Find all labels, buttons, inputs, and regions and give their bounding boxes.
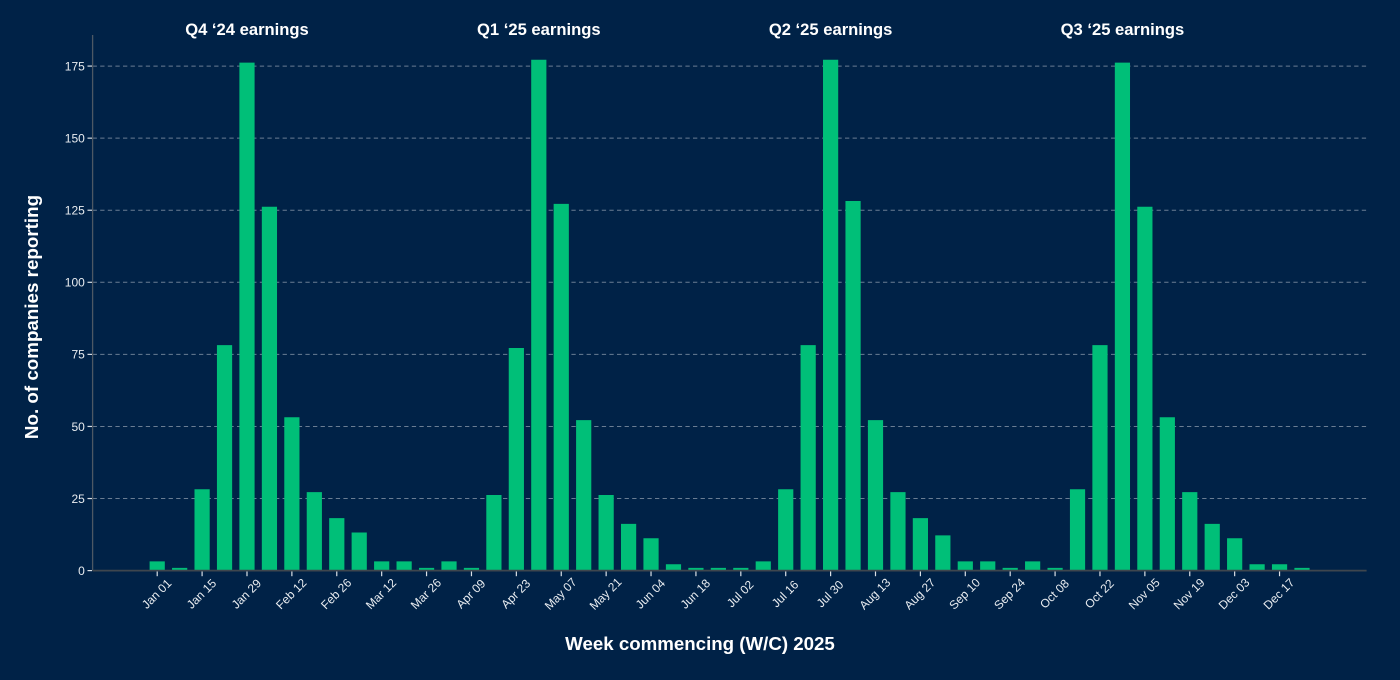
svg-text:175: 175 [65, 59, 85, 73]
svg-text:Q1 ‘25 earnings: Q1 ‘25 earnings [477, 20, 601, 39]
svg-text:100: 100 [65, 276, 85, 290]
svg-text:Q2 ‘25 earnings: Q2 ‘25 earnings [769, 20, 893, 39]
svg-text:150: 150 [65, 132, 85, 146]
svg-text:25: 25 [71, 492, 85, 506]
svg-text:Q3 ‘25 earnings: Q3 ‘25 earnings [1061, 20, 1185, 39]
svg-text:125: 125 [65, 204, 85, 218]
svg-text:Week commencing (W/C) 2025: Week commencing (W/C) 2025 [565, 633, 835, 654]
svg-text:Q4 ‘24 earnings: Q4 ‘24 earnings [185, 20, 309, 39]
svg-text:0: 0 [78, 564, 85, 578]
svg-text:No. of companies reporting: No. of companies reporting [21, 195, 42, 439]
svg-text:50: 50 [71, 420, 85, 434]
svg-text:75: 75 [71, 348, 85, 362]
